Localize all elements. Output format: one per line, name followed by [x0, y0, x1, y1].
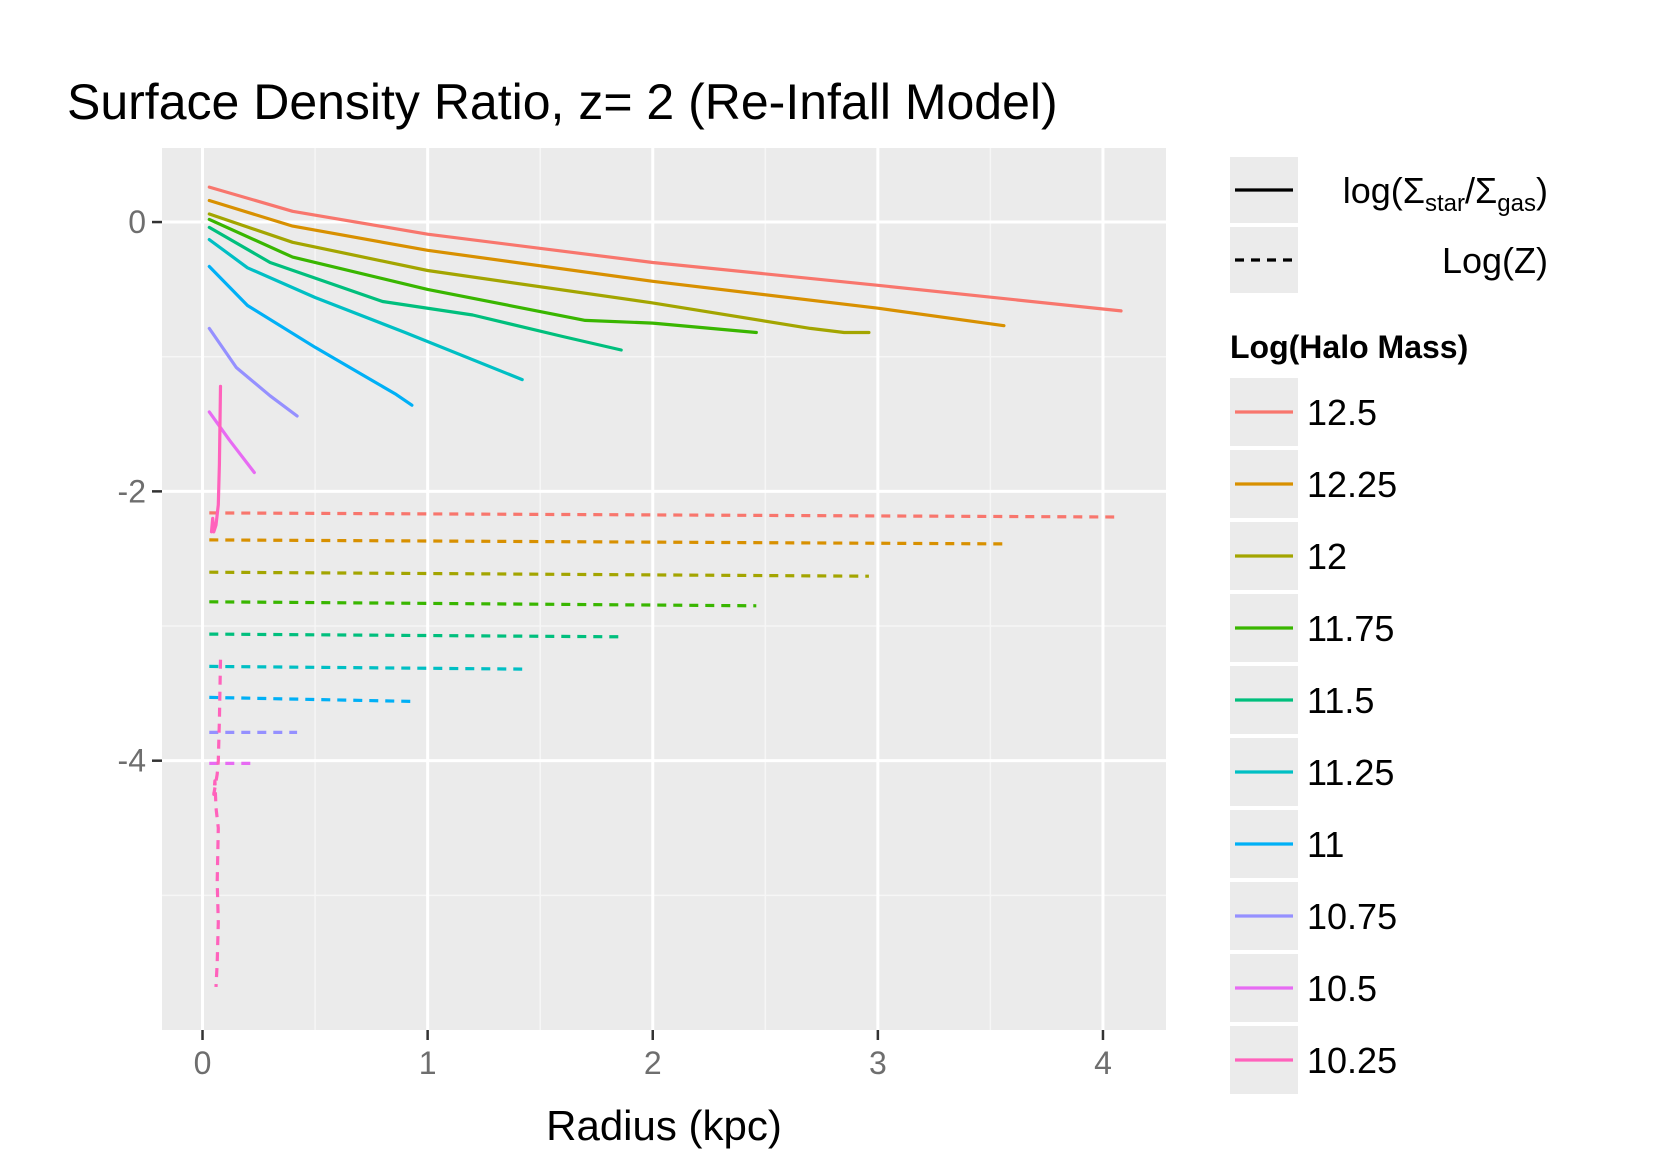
x-tick-label: 2	[644, 1045, 662, 1081]
series-12-logz-line	[209, 570, 869, 578]
color-legend-label: 12.5	[1307, 392, 1377, 433]
series-12.5-logz-line	[209, 511, 1115, 519]
color-legend-label: 12.25	[1307, 464, 1397, 505]
grid-lines	[162, 148, 1166, 1030]
series-11.25-ratio-line	[207, 238, 524, 382]
y-tick-label: -2	[118, 473, 146, 509]
series-11.5-ratio-line	[207, 225, 623, 352]
linetype-legend: log(Σstar/Σgas) Log(Z)	[1230, 157, 1548, 293]
series-12-ratio-line	[207, 212, 871, 335]
color-legend-label: 11.5	[1307, 680, 1374, 721]
series-11.5-logz-line	[209, 632, 622, 639]
color-legend-label: 11.75	[1307, 608, 1394, 649]
series-10.25-logz-line	[212, 659, 223, 987]
x-tick-label: 1	[419, 1045, 437, 1081]
series-10.5-ratio-line	[207, 410, 256, 475]
color-legend-label: 12	[1307, 536, 1347, 577]
series-11.75-ratio-line	[207, 217, 758, 335]
linetype-legend-label: Log(Z)	[1442, 240, 1548, 281]
series-10.75-ratio-line	[207, 326, 299, 418]
y-tick-label: -4	[118, 743, 146, 779]
x-tick-label: 4	[1094, 1045, 1112, 1081]
chart-title: Surface Density Ratio, z= 2 (Re-Infall M…	[67, 74, 1058, 130]
series-11-logz-line	[209, 695, 412, 703]
series-11-ratio-line	[207, 264, 414, 407]
series-12.25-ratio-line	[207, 198, 1006, 328]
dashed-series-lines	[209, 511, 1115, 987]
color-legend: 12.5 12.25 12 11.75 11.5 11.25 11 10.75 10.5 10.2…	[1230, 378, 1397, 1094]
axes: 0 1 2 3 4 0 -2 -4	[118, 204, 1112, 1081]
solid-series-lines	[207, 185, 1123, 534]
series-11.75-logz-line	[209, 600, 757, 608]
x-tick-label: 0	[194, 1045, 212, 1081]
x-tick-label: 3	[869, 1045, 887, 1081]
series-12.5-ratio-line	[207, 185, 1123, 313]
linetype-legend-label: log(Σstar/Σgas)	[1343, 170, 1548, 217]
x-axis-title: Radius (kpc)	[546, 1102, 782, 1149]
y-tick-label: 0	[128, 204, 146, 240]
color-legend-title: Log(Halo Mass)	[1230, 329, 1468, 365]
series-11.25-logz-line	[209, 664, 523, 671]
color-legend-label: 11.25	[1307, 752, 1394, 793]
series-12.25-logz-line	[209, 538, 1004, 546]
color-legend-label: 10.25	[1307, 1040, 1397, 1081]
color-legend-label: 10.75	[1307, 896, 1397, 937]
series-10.25-ratio-line	[209, 384, 223, 534]
color-legend-label: 10.5	[1307, 968, 1377, 1009]
plot-panel	[162, 148, 1166, 1030]
color-legend-label: 11	[1307, 824, 1344, 865]
